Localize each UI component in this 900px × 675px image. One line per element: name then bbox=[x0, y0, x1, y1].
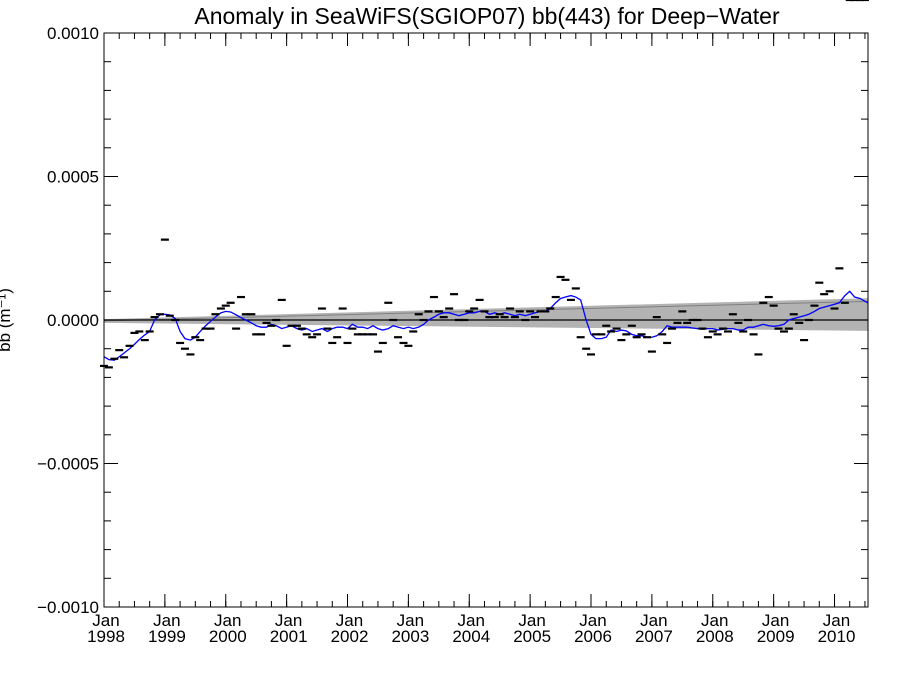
y-tick-label: 0.0010 bbox=[47, 24, 99, 43]
x-tick-month-label: Jan bbox=[458, 611, 485, 630]
x-tick-month-label: Jan bbox=[275, 611, 302, 630]
y-tick-label: −0.0010 bbox=[37, 598, 99, 617]
x-tick-year-label: 2003 bbox=[391, 627, 429, 646]
x-tick-year-label: 2000 bbox=[209, 627, 247, 646]
x-tick-month-label: Jan bbox=[336, 611, 363, 630]
y-axis-label: bb (m⁻¹) bbox=[0, 288, 14, 352]
smoothed-line-layer bbox=[103, 290, 869, 361]
x-tick-year-label: 2006 bbox=[574, 627, 612, 646]
x-tick-year-label: 2004 bbox=[452, 627, 490, 646]
y-tick-label: 0.0000 bbox=[47, 311, 99, 330]
x-tick-month-label: Jan bbox=[762, 611, 789, 630]
axes-layer: 0.00100.00050.0000−0.0005−0.0010Jan1998J… bbox=[37, 24, 868, 646]
x-tick-month-label: Jan bbox=[153, 611, 180, 630]
x-tick-year-label: 2007 bbox=[635, 627, 673, 646]
x-tick-year-label: 2001 bbox=[270, 627, 308, 646]
y-tick-label: 0.0005 bbox=[47, 168, 99, 187]
x-tick-month-label: Jan bbox=[92, 611, 119, 630]
x-tick-month-label: Jan bbox=[640, 611, 667, 630]
x-tick-month-label: Jan bbox=[518, 611, 545, 630]
monthly-marks-layer bbox=[100, 0, 869, 369]
x-tick-year-label: 2009 bbox=[757, 627, 795, 646]
x-tick-year-label: 2005 bbox=[513, 627, 551, 646]
x-tick-month-label: Jan bbox=[701, 611, 728, 630]
x-tick-month-label: Jan bbox=[214, 611, 241, 630]
x-tick-year-label: 2002 bbox=[331, 627, 369, 646]
x-tick-month-label: Jan bbox=[823, 611, 850, 630]
x-tick-month-label: Jan bbox=[579, 611, 606, 630]
x-tick-month-label: Jan bbox=[397, 611, 424, 630]
x-tick-year-label: 1999 bbox=[148, 627, 186, 646]
chart-title: Anomaly in SeaWiFS(SGIOP07) bb(443) for … bbox=[194, 3, 780, 29]
x-tick-year-label: 2010 bbox=[818, 627, 856, 646]
y-tick-label: −0.0005 bbox=[37, 455, 99, 474]
x-tick-year-label: 2008 bbox=[696, 627, 734, 646]
x-tick-year-label: 1998 bbox=[87, 627, 125, 646]
smoothed-series-line bbox=[103, 290, 869, 361]
